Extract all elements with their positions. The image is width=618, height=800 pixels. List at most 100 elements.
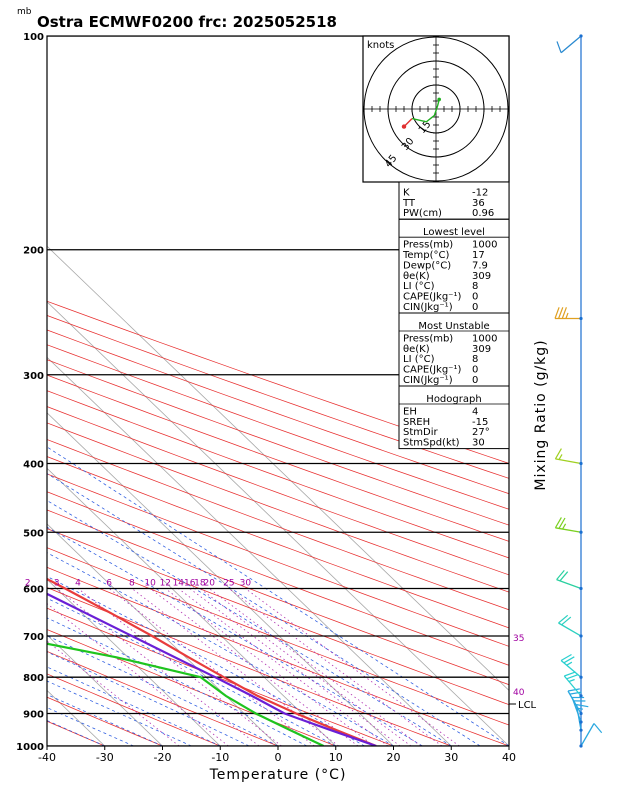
- dry-adiabat: [47, 509, 509, 686]
- temperature-tick: 0: [275, 751, 282, 764]
- index-section-header: Lowest level: [423, 227, 485, 238]
- index-label: PW(cm): [403, 208, 442, 219]
- wind-barb: [567, 688, 583, 716]
- isotherm: [47, 301, 509, 746]
- moist-adiabat: [47, 617, 308, 746]
- index-label: LI (°C): [403, 281, 435, 292]
- index-value: 4: [472, 406, 478, 417]
- hodograph-trace: [411, 99, 440, 123]
- wind-barb: [579, 723, 603, 748]
- mixing-ratio-tick: 2: [25, 579, 31, 589]
- indices-panel: K -12 TT 36 PW(cm) 0.96 Lowest level Press(mb) 1…: [398, 181, 510, 450]
- wind-barb: [556, 570, 583, 591]
- moist-adiabat: [47, 597, 336, 746]
- moist-adiabat: [47, 707, 134, 746]
- mixing-ratio-tick-labels: 1234681012141618202530: [25, 579, 252, 589]
- index-label: StmDir: [403, 427, 438, 438]
- dry-adiabat: [47, 547, 509, 726]
- pressure-tick-labels: 100 200 300 400 500 600 700 800 900 1000: [16, 32, 44, 753]
- dry-adiabat: [47, 566, 509, 746]
- wind-barb: [563, 671, 583, 698]
- index-value: 27°: [472, 427, 490, 438]
- profile-parcel: [47, 592, 377, 746]
- dry-adiabats: [47, 300, 509, 746]
- dry-adiabat: [47, 329, 509, 495]
- index-value: 0: [472, 365, 478, 376]
- index-label: LI (°C): [403, 354, 435, 365]
- index-value: 8: [472, 281, 478, 292]
- index-section: [398, 385, 510, 450]
- index-value: 36: [472, 198, 485, 209]
- dry-adiabat: [47, 315, 509, 479]
- isotherm: [47, 467, 337, 746]
- dry-adiabat: [47, 456, 509, 629]
- pressure-tick: 1000: [16, 742, 44, 753]
- mixing-ratio-tick: 30: [240, 579, 252, 589]
- dry-adiabat: [47, 528, 509, 706]
- index-value: 17: [472, 250, 485, 261]
- isotherm: [47, 356, 452, 746]
- temperature-tick: 40: [502, 751, 516, 764]
- dry-adiabat: [47, 406, 509, 576]
- moist-adiabat: [47, 651, 250, 746]
- pressure-tick: 900: [23, 710, 44, 721]
- moist-adiabat: [47, 694, 163, 746]
- moist-adiabat: [47, 576, 365, 746]
- mixing-ratio-lines: [47, 588, 460, 746]
- pressure-tick: 300: [23, 371, 44, 382]
- sounding-profiles: [47, 577, 377, 746]
- index-value: 1000: [472, 333, 497, 344]
- temperature-tick-labels: -40 -30 -20 -10 0 10 20 30 40: [38, 746, 516, 764]
- chart-title: Ostra ECMWF0200 frc: 2025052518: [37, 13, 337, 31]
- wind-barb: [554, 448, 583, 466]
- mixing-ratio-line: [178, 588, 389, 746]
- isotherm: [47, 245, 509, 692]
- index-label: K: [403, 187, 410, 198]
- pressure-tick: 800: [23, 673, 44, 684]
- mixing-ratio-tick: 10: [144, 579, 156, 589]
- wind-barb: [554, 307, 583, 321]
- mixing-ratio-line: [47, 603, 229, 746]
- lcl-label: LCL: [518, 700, 537, 711]
- dry-adiabat: [47, 422, 509, 593]
- profile-temperature: [47, 577, 377, 746]
- temperature-tick: -10: [211, 751, 229, 764]
- index-value: 309: [472, 271, 491, 282]
- index-value: 1000: [472, 240, 497, 251]
- wind-barb: [556, 34, 583, 54]
- index-label: θe(K): [403, 344, 430, 355]
- isotherm: [47, 412, 394, 746]
- mixing-ratio-tick: 3: [54, 579, 60, 589]
- dry-adiabat: [47, 300, 509, 464]
- mixing-ratio-tick: 8: [129, 579, 135, 589]
- isotherm: [47, 578, 221, 746]
- index-label: Temp(°C): [402, 250, 450, 261]
- mixing-ratio-line: [245, 588, 460, 746]
- mixing-ratio-line: [199, 588, 412, 746]
- dry-adiabat: [47, 673, 221, 746]
- mixing-ratio-tick: 12: [160, 579, 171, 589]
- mixing-ratio-tick: 25: [223, 579, 234, 589]
- dry-adiabat: [47, 650, 279, 746]
- index-value: 8: [472, 354, 478, 365]
- wind-barb: [558, 614, 583, 638]
- dry-adiabat: [47, 629, 336, 746]
- index-label: SREH: [403, 417, 430, 428]
- temperature-tick: -40: [38, 751, 56, 764]
- mixing-ratio-tick: 6: [106, 579, 112, 589]
- pressure-tick: 100: [23, 32, 44, 43]
- mixing-ratio-tick: 16: [184, 579, 196, 589]
- moist-adiabat: [47, 635, 279, 746]
- mixing-ratio-line: [228, 588, 443, 746]
- wind-barb: [560, 653, 583, 679]
- mixing-ratio-tick: 18: [194, 579, 206, 589]
- index-value: 309: [472, 344, 491, 355]
- index-value: -15: [472, 417, 488, 428]
- index-value: 7.9: [472, 260, 488, 271]
- mixing-ratio-line: [165, 588, 375, 746]
- moist-adiabat: [47, 526, 423, 746]
- dry-adiabat: [47, 359, 509, 526]
- temperature-tick: -20: [154, 751, 172, 764]
